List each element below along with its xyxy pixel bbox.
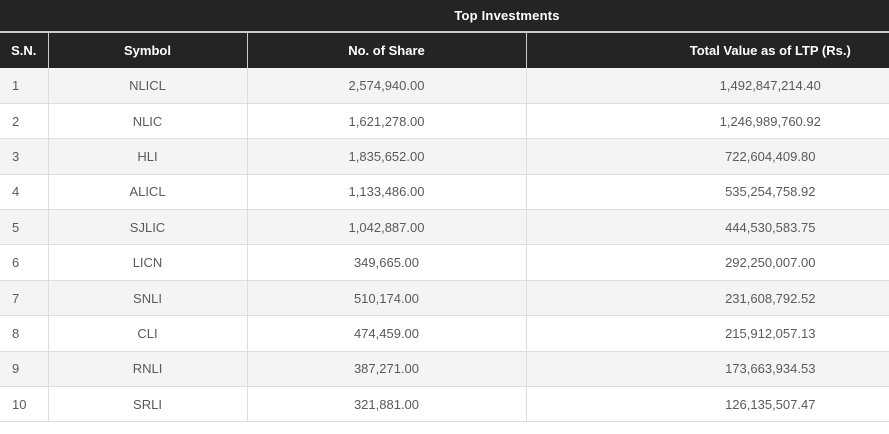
cell-total-value: 1,246,989,760.92 bbox=[525, 103, 889, 140]
cell-share-count: 1,133,486.00 bbox=[246, 174, 526, 211]
cell-share-count: 474,459.00 bbox=[246, 315, 526, 352]
cell-share-count: 387,271.00 bbox=[246, 351, 526, 388]
table-row: 7 SNLI 510,174.00 231,608,792.52 bbox=[0, 280, 889, 317]
cell-total-value: 292,250,007.00 bbox=[525, 244, 889, 281]
cell-serial-number: 10 bbox=[0, 386, 48, 423]
cell-total-value: 535,254,758.92 bbox=[525, 174, 889, 211]
column-header-row: S.N. Symbol No. of Share Total Value as … bbox=[0, 32, 889, 68]
table-body: 1 NLICL 2,574,940.00 1,492,847,214.40 2 NLIC 1… bbox=[0, 68, 889, 423]
table-row: 2 NLIC 1,621,278.00 1,246,989,760.92 bbox=[0, 103, 889, 140]
cell-symbol: SRLI bbox=[47, 386, 247, 423]
table-title: Top Investments bbox=[0, 0, 889, 33]
cell-share-count: 1,621,278.00 bbox=[246, 103, 526, 140]
cell-share-count: 510,174.00 bbox=[246, 280, 526, 317]
cell-symbol: ALICL bbox=[47, 174, 247, 211]
cell-symbol: NLICL bbox=[47, 68, 247, 104]
table-row: 4 ALICL 1,133,486.00 535,254,758.92 bbox=[0, 174, 889, 211]
table-row: 1 NLICL 2,574,940.00 1,492,847,214.40 bbox=[0, 68, 889, 104]
cell-share-count: 349,665.00 bbox=[246, 244, 526, 281]
cell-share-count: 1,835,652.00 bbox=[246, 138, 526, 175]
cell-share-count: 1,042,887.00 bbox=[246, 209, 526, 246]
cell-total-value: 444,530,583.75 bbox=[525, 209, 889, 246]
cell-serial-number: 8 bbox=[0, 315, 48, 352]
cell-symbol: SJLIC bbox=[47, 209, 247, 246]
cell-total-value: 173,663,934.53 bbox=[525, 351, 889, 388]
column-header-sn: S.N. bbox=[0, 32, 48, 68]
cell-symbol: NLIC bbox=[47, 103, 247, 140]
cell-serial-number: 5 bbox=[0, 209, 48, 246]
table-row: 6 LICN 349,665.00 292,250,007.00 bbox=[0, 244, 889, 281]
table-row: 8 CLI 474,459.00 215,912,057.13 bbox=[0, 315, 889, 352]
cell-symbol: CLI bbox=[47, 315, 247, 352]
cell-serial-number: 6 bbox=[0, 244, 48, 281]
top-investments-table: Top Investments S.N. Symbol No. of Share… bbox=[0, 0, 889, 423]
cell-total-value: 126,135,507.47 bbox=[525, 386, 889, 423]
cell-serial-number: 2 bbox=[0, 103, 48, 140]
cell-total-value: 215,912,057.13 bbox=[525, 315, 889, 352]
cell-share-count: 2,574,940.00 bbox=[246, 68, 526, 104]
cell-serial-number: 9 bbox=[0, 351, 48, 388]
cell-symbol: RNLI bbox=[47, 351, 247, 388]
cell-symbol: SNLI bbox=[47, 280, 247, 317]
cell-total-value: 722,604,409.80 bbox=[525, 138, 889, 175]
cell-symbol: LICN bbox=[47, 244, 247, 281]
cell-share-count: 321,881.00 bbox=[246, 386, 526, 423]
table-row: 5 SJLIC 1,042,887.00 444,530,583.75 bbox=[0, 209, 889, 246]
table-row: 9 RNLI 387,271.00 173,663,934.53 bbox=[0, 351, 889, 388]
column-header-symbol: Symbol bbox=[47, 32, 247, 68]
column-header-total-value: Total Value as of LTP (Rs.) bbox=[525, 32, 889, 68]
cell-serial-number: 4 bbox=[0, 174, 48, 211]
cell-serial-number: 3 bbox=[0, 138, 48, 175]
cell-serial-number: 7 bbox=[0, 280, 48, 317]
table-row: 10 SRLI 321,881.00 126,135,507.47 bbox=[0, 386, 889, 423]
title-row: Top Investments bbox=[0, 0, 889, 33]
cell-total-value: 1,492,847,214.40 bbox=[525, 68, 889, 104]
cell-total-value: 231,608,792.52 bbox=[525, 280, 889, 317]
table-row: 3 HLI 1,835,652.00 722,604,409.80 bbox=[0, 138, 889, 175]
cell-symbol: HLI bbox=[47, 138, 247, 175]
column-header-shares: No. of Share bbox=[246, 32, 526, 68]
cell-serial-number: 1 bbox=[0, 68, 48, 104]
